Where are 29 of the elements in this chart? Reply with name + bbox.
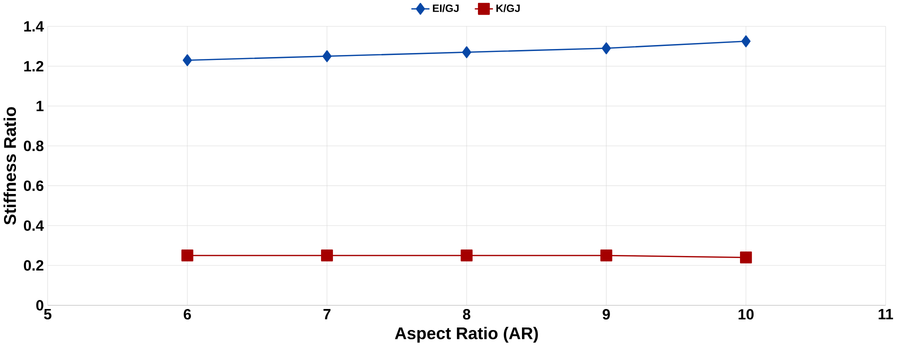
y-tick-label: 1 — [36, 100, 44, 112]
x-tick-label: 5 — [44, 308, 52, 320]
x-tick-label: 8 — [462, 308, 470, 320]
point — [460, 249, 473, 262]
point — [602, 42, 611, 54]
point — [321, 249, 333, 262]
x-tick-label: 9 — [602, 308, 610, 320]
point — [182, 54, 192, 66]
x-axis-title: Aspect Ratio (AR) — [394, 326, 538, 343]
x-tick-label: 6 — [184, 308, 191, 320]
y-tick-label: 0.6 — [24, 180, 44, 191]
point — [741, 35, 751, 48]
point — [740, 251, 752, 264]
x-tick-label: 10 — [738, 308, 754, 320]
point — [181, 249, 194, 262]
x-tick-label: 7 — [323, 308, 330, 320]
point — [322, 50, 332, 62]
y-tick-label: 0.8 — [24, 140, 44, 152]
x-tick-label: 11 — [878, 308, 894, 320]
y-tick-label: 0.2 — [24, 260, 44, 271]
y-tick-label: 1.4 — [24, 21, 44, 32]
legend-label: EI/GJ — [432, 4, 459, 12]
y-tick-label: 1.2 — [24, 60, 44, 72]
point — [462, 46, 472, 58]
y-axis-title: Stiffness Ratio — [4, 107, 16, 225]
point — [600, 249, 612, 262]
y-tick-label: 0.4 — [24, 220, 44, 231]
y-tick-label: 0 — [36, 300, 44, 310]
legend-label: K/GJ — [496, 4, 520, 12]
